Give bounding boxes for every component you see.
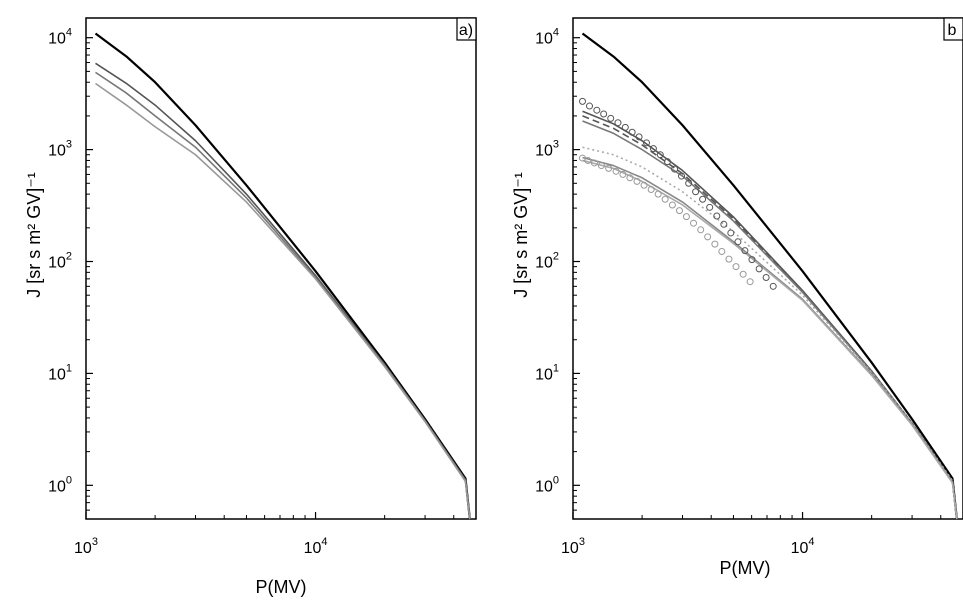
series-4-line	[582, 146, 958, 520]
series-8-marker	[675, 207, 683, 215]
series-8-marker	[626, 174, 634, 182]
y-tick-label: 100	[535, 474, 559, 495]
series-7-marker	[692, 188, 700, 196]
series-8-marker	[739, 270, 747, 278]
series-2-line	[95, 71, 471, 520]
series-8-marker	[732, 263, 740, 271]
series-8-marker	[690, 219, 698, 227]
series-7-marker	[579, 97, 586, 105]
series-7-marker	[614, 119, 622, 127]
series-7-marker	[762, 273, 770, 281]
series-7-marker	[713, 212, 721, 220]
series-8-marker	[605, 164, 613, 172]
series-8-marker	[654, 190, 662, 198]
series-7-marker	[720, 220, 728, 228]
series-7-marker	[748, 256, 756, 264]
series-7-marker	[671, 165, 679, 173]
series-8-marker	[640, 181, 648, 189]
series-7-marker	[656, 151, 664, 159]
series-7-marker	[727, 229, 735, 237]
series-5-line	[582, 156, 958, 520]
panel-a-x-axis-title: P(MV)	[256, 577, 307, 597]
series-1-line	[582, 110, 958, 520]
series-2-line	[582, 115, 958, 520]
y-tick-label: 103	[535, 139, 559, 160]
series-8-marker	[633, 177, 641, 185]
series-7-marker	[663, 158, 671, 166]
x-tick-label: 104	[304, 536, 328, 557]
series-8-marker	[597, 162, 605, 170]
series-3-line	[95, 82, 471, 520]
series-7-marker	[685, 179, 693, 187]
series-8-marker	[746, 278, 754, 286]
y-tick-label: 101	[535, 362, 559, 383]
series-8-marker	[661, 195, 669, 203]
y-tick-label: 100	[48, 474, 72, 495]
series-8-marker	[612, 167, 620, 175]
x-tick-label: 103	[561, 536, 585, 557]
y-tick-label: 102	[48, 251, 72, 272]
y-tick-label: 103	[48, 139, 72, 160]
series-8-marker	[619, 170, 627, 178]
series-6-line	[582, 159, 958, 520]
series-8-marker	[668, 201, 676, 209]
series-8-marker	[590, 159, 598, 167]
series-7-marker	[734, 238, 742, 246]
series-7-marker	[699, 195, 707, 203]
series-7-marker	[607, 114, 615, 122]
series-8-marker	[711, 240, 719, 248]
series-7-marker	[706, 203, 714, 211]
series-8-marker	[725, 255, 733, 263]
y-tick-label: 101	[48, 362, 72, 383]
panel-b: b 103 104 100 101 102 103 104 P(MV) J [sr s m²…	[511, 17, 963, 578]
series-3-line	[582, 120, 958, 520]
series-8-marker	[682, 213, 690, 221]
x-tick-label: 103	[74, 536, 98, 557]
panel-a-label-box	[456, 17, 477, 41]
series-7-marker	[628, 128, 636, 136]
series-7-marker	[741, 247, 749, 255]
panel-a-y-axis-title: J [sr s m² GV]⁻¹	[24, 172, 44, 298]
panel-b-label-box	[943, 17, 963, 41]
series-1-line	[95, 62, 471, 520]
series-8-marker	[647, 186, 655, 194]
series-7-marker	[621, 123, 629, 131]
panel-b-label: b	[948, 22, 957, 39]
series-7-marker	[600, 110, 608, 118]
panel-a-series	[94, 32, 471, 520]
series-7-marker	[586, 102, 593, 110]
series-7-marker	[642, 139, 650, 147]
panel-b-frame	[572, 17, 963, 520]
series-0-line	[581, 32, 958, 520]
series-0-line	[94, 32, 471, 520]
series-8-marker	[584, 156, 592, 164]
x-tick-label: 104	[791, 536, 815, 557]
series-7-marker	[755, 265, 763, 273]
series-7-marker	[635, 133, 643, 141]
series-8-marker	[704, 233, 712, 241]
panel-a-label: a)	[459, 22, 473, 39]
panel-b-series	[579, 32, 958, 520]
panel-a: a) 103 104 100 101 102 103 104 P(MV) J [sr s m…	[24, 17, 477, 597]
panel-b-ticks: 103 104 100 101 102 103 104	[535, 27, 942, 557]
panel-b-y-axis-title: J [sr s m² GV]⁻¹	[511, 172, 531, 298]
panel-a-ticks: 103 104 100 101 102 103 104	[48, 27, 455, 557]
y-tick-label: 102	[535, 251, 559, 272]
series-8-marker	[697, 226, 705, 234]
series-7-marker	[769, 282, 777, 290]
panel-a-frame	[85, 17, 477, 520]
series-8-marker	[718, 247, 726, 255]
series-7-marker	[649, 145, 657, 153]
series-7-marker	[593, 106, 601, 114]
y-tick-label: 104	[535, 27, 559, 48]
y-tick-label: 104	[48, 27, 72, 48]
panel-b-x-axis-title: P(MV)	[720, 558, 771, 578]
series-7-marker	[678, 172, 686, 180]
